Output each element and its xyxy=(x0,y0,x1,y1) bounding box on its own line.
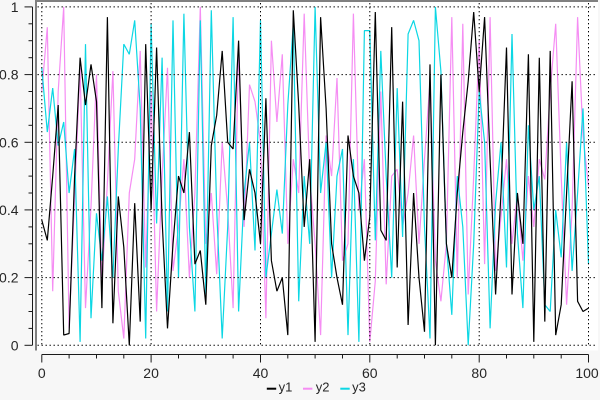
svg-text:100: 100 xyxy=(575,365,599,381)
svg-text:20: 20 xyxy=(143,365,159,381)
svg-text:y2: y2 xyxy=(316,380,330,395)
svg-text:0: 0 xyxy=(11,337,19,353)
svg-text:y3: y3 xyxy=(352,380,366,395)
svg-text:0.6: 0.6 xyxy=(0,134,19,150)
svg-text:60: 60 xyxy=(362,365,378,381)
svg-text:1: 1 xyxy=(11,0,19,15)
svg-text:y1: y1 xyxy=(279,380,293,395)
svg-text:80: 80 xyxy=(471,365,487,381)
svg-text:40: 40 xyxy=(253,365,269,381)
svg-text:0.4: 0.4 xyxy=(0,202,19,218)
svg-text:0.2: 0.2 xyxy=(0,270,19,286)
svg-text:0: 0 xyxy=(38,365,46,381)
svg-text:0.8: 0.8 xyxy=(0,67,19,83)
